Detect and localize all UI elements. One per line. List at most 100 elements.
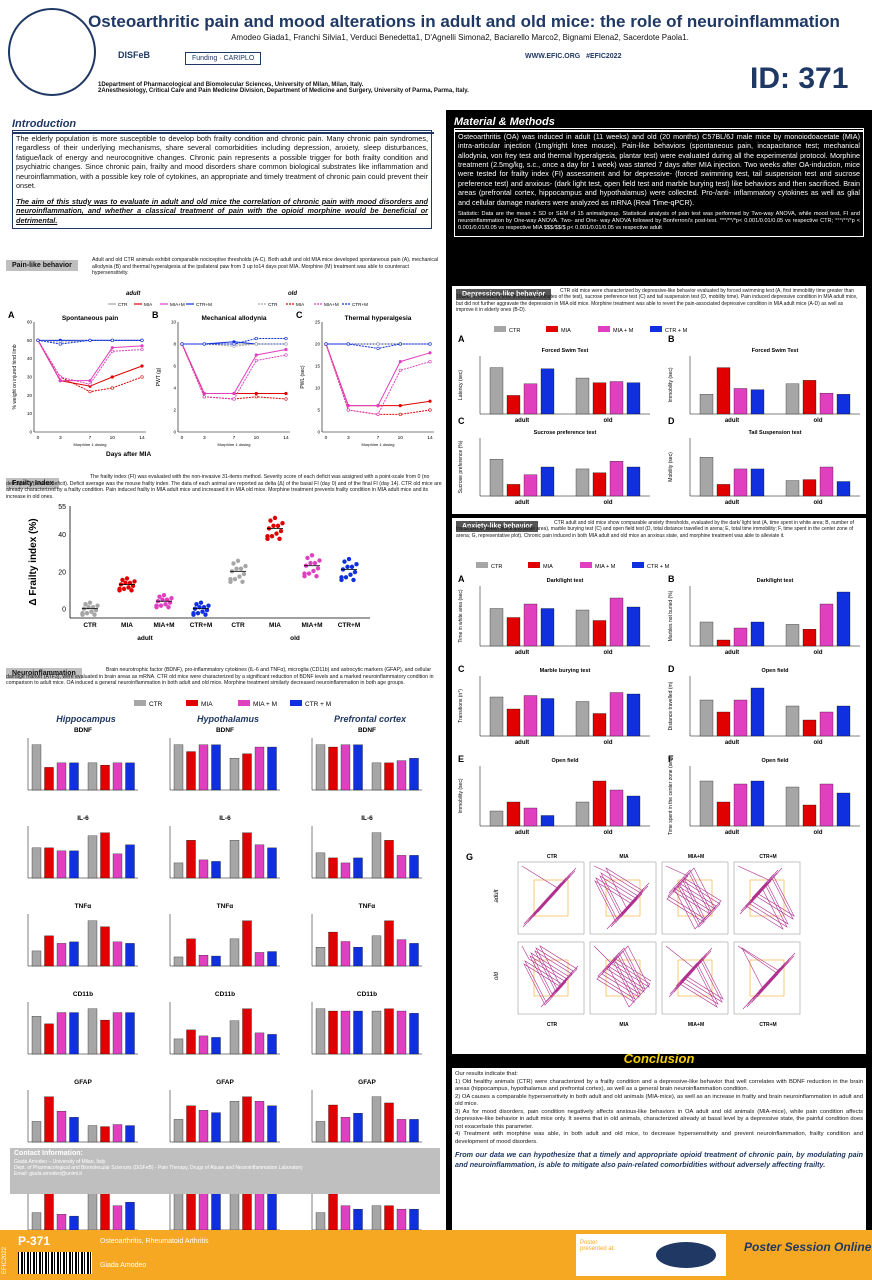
frailty-group-label-1: MIA (121, 622, 133, 629)
contact-email[interactable]: Email: giada.amodeo@unimi.it (14, 1171, 82, 1177)
pain-point-1-old-3-2 (232, 342, 236, 346)
pain-point-1-old-3-0 (180, 342, 184, 346)
neuro-bar-4-0-3 (69, 1117, 79, 1143)
neuro-title-0-2: BDNF (358, 727, 376, 734)
frailty-dot-4-4 (237, 574, 242, 579)
anx-bar-5-0-2 (733, 783, 748, 827)
pain-xtick-0-3: 10 (110, 435, 116, 441)
pain-panel-title-2: Thermal hyperalgesia (345, 315, 412, 322)
anx-group-2-1: old (604, 740, 613, 746)
frailty-dot-4-3 (243, 563, 248, 569)
neuro-bar-4-2-2 (340, 1117, 351, 1143)
neuro-bar-0-0-3 (69, 762, 79, 791)
dep-bar-2-1-3 (626, 466, 641, 497)
neuro-legend-text-2: MIA + M (253, 701, 277, 708)
neuro-bar-5-1-6 (254, 1188, 265, 1231)
pain-legend-old-text-1: MIA (296, 302, 305, 307)
neuro-bar-3-2-3 (353, 1010, 363, 1055)
pain-legend-adult-text-1: MIA (144, 302, 153, 307)
dep-ylabel-2: Sucrose preference (%) (458, 440, 464, 493)
neuro-legend-swatch-1 (186, 700, 198, 706)
neuro-legend-text-0: CTR (149, 701, 163, 708)
frailty-dot-3-5 (194, 601, 199, 607)
pain-xtick-2-4: 14 (427, 435, 433, 441)
neuro-bar-5-0-7 (125, 1202, 135, 1231)
anx-g-track-1-3 (737, 945, 796, 1010)
frailty-dot-4-2 (232, 576, 238, 582)
neuro-bar-1-2-6 (396, 855, 407, 879)
anxiety-label: Anxiety-like behavior (456, 521, 539, 532)
anx-bar-0-0-2 (523, 603, 538, 647)
neuro-title-2-0: TNFα (75, 903, 92, 910)
anx-bar-2-1-3 (626, 693, 641, 737)
neuro-bar-4-2-5 (384, 1102, 394, 1143)
efic-url[interactable]: WWW.EFIC.ORG (525, 53, 581, 60)
pain-point-2-adult-2-4 (428, 351, 432, 355)
footer-author: Giada Amodeo (100, 1262, 147, 1269)
pain-adult-label: adult (126, 291, 141, 297)
pain-xtick-0-0: 0 (37, 435, 40, 441)
neuro-bar-3-0-2 (56, 1012, 67, 1055)
frailty-dot-6-1 (312, 560, 318, 566)
dep-title-2: Sucrose preference test (534, 430, 597, 436)
methods-heading-bar: Material & Methods (454, 112, 864, 132)
anx-bar-3-1-2 (819, 711, 834, 737)
pain-old-label: old (288, 291, 297, 297)
neuro-bar-5-1-4 (229, 1188, 240, 1231)
frailty-dot-1-2 (121, 586, 127, 592)
neuro-bar-1-0-7 (125, 844, 135, 879)
anx-bar-4-0-2 (523, 807, 538, 827)
frailty-group-label-6: MIA+M (301, 622, 322, 629)
intro-heading: Introduction (12, 118, 77, 130)
neuro-bar-2-0-6 (112, 941, 123, 967)
pain-ytick-1-5: 10 (171, 320, 177, 325)
anxiety-legend-swatch-1 (528, 562, 540, 568)
anx-bar-1-0-1 (716, 639, 731, 647)
anx-g-track-1-1 (593, 945, 652, 1008)
neuro-legend-swatch-0 (134, 700, 146, 706)
anx-g-col-1: MIA (619, 854, 629, 860)
frailty-dot-0-7 (87, 600, 93, 605)
neuro-legend-swatch-3 (290, 700, 302, 706)
dep-bar-2-1-2 (609, 461, 624, 497)
dep-bar-2-1-0 (575, 468, 590, 497)
neuro-bar-3-1-5 (242, 1008, 252, 1055)
neuro-bar-3-0-6 (112, 1012, 123, 1055)
pain-point-0-adult-2-2 (88, 379, 92, 383)
anx-title-5: Open field (762, 758, 789, 764)
anx-group-2-0: adult (515, 740, 529, 746)
pain-ytick-1-1: 2 (173, 408, 176, 413)
methods-text: Osteoarthritis (OA) was induced in adult… (458, 132, 860, 207)
frailty-dot-2-2 (158, 603, 164, 608)
intro-box: The elderly population is more susceptib… (12, 130, 432, 230)
pain-xtick-1-1: 3 (203, 435, 206, 441)
anx-letter-3: D (668, 664, 675, 674)
frailty-dot-7-5 (342, 559, 347, 564)
anx-title-3: Open field (762, 668, 789, 674)
frailty-dot-1-5 (120, 577, 125, 583)
neuro-title-2-1: TNFα (217, 903, 234, 910)
dep-group-3-0: adult (725, 500, 739, 506)
pain-point-1-adult-1-4 (284, 391, 288, 396)
neuro-bar-1-1-3 (211, 861, 221, 879)
pain-ylabel-1: PWT (g) (156, 367, 162, 386)
frailty-dot-4-11 (228, 576, 233, 582)
anx-bar-0-0-3 (540, 608, 555, 647)
pain-point-2-old-1-3 (398, 412, 402, 416)
anxiety-legend-text-2: MIA + M (595, 564, 616, 570)
anx-bar-5-0-3 (750, 780, 765, 827)
pain-point-1-adult-1-3 (254, 391, 258, 396)
anx-g-bottom-3: CTR+M (759, 1022, 776, 1028)
pain-xtick-2-2: 7 (377, 435, 380, 441)
dep-group-1-1: old (814, 418, 823, 424)
right-column: Material & Methods Osteoarthritis (OA) w… (446, 110, 872, 1230)
frailty-ytick-2: 40 (58, 532, 66, 539)
neuro-bar-3-1-3 (211, 1037, 221, 1055)
frailty-group-label-2: MIA+M (153, 622, 174, 629)
anx-group-4-1: old (604, 830, 613, 836)
frailty-text: The frailty index (FI) was evaluated wit… (6, 474, 442, 500)
anxiety-legend-text-3: CTR + M (647, 564, 670, 570)
neuro-bar-4-1-1 (186, 1105, 196, 1143)
anx-g-track-0-0 (521, 865, 577, 928)
frailty-dot-4-1 (238, 566, 244, 571)
